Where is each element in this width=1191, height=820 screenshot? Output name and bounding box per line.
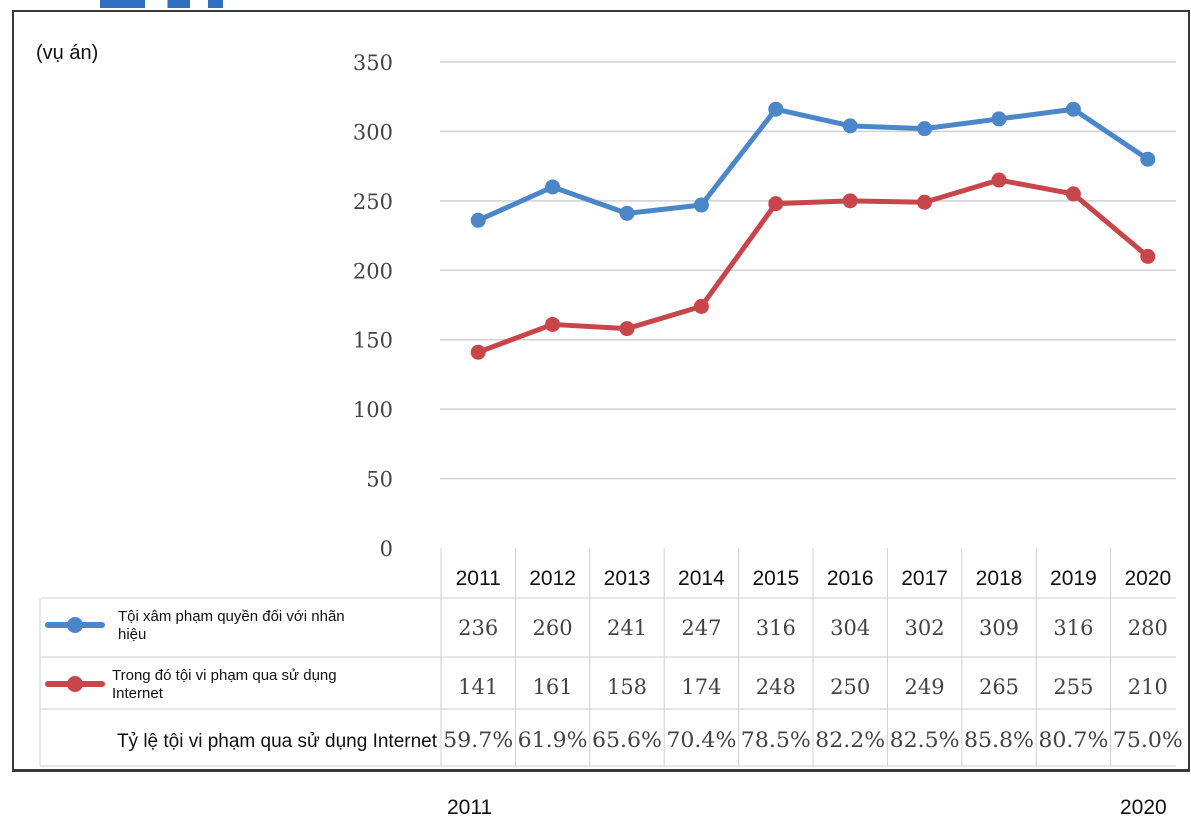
series-1-point xyxy=(842,118,858,134)
x-category-label: 2016 xyxy=(827,567,874,590)
ratio-value: 61.9% xyxy=(518,728,588,752)
series-1-value: 309 xyxy=(979,616,1019,640)
series-2-point xyxy=(1065,186,1081,202)
series-1-point xyxy=(1140,151,1156,167)
series-2-point xyxy=(1140,248,1156,264)
series-line-1 xyxy=(477,106,1150,223)
x-category-label: 2012 xyxy=(529,567,576,590)
series-line-2 xyxy=(477,177,1150,355)
legend-label-2: Trong đó tội vi phạm qua sử dụng Internet xyxy=(112,667,337,702)
series-2-point xyxy=(545,316,561,332)
series-1-value: 304 xyxy=(830,616,870,640)
series-1-value: 247 xyxy=(681,616,721,640)
ratio-row-label: Tỷ lệ tội vi phạm qua sử dụng Internet xyxy=(117,731,438,752)
series-1-value: 316 xyxy=(1053,616,1093,640)
ratio-value: 59.7% xyxy=(443,728,513,752)
y-tick-label: 200 xyxy=(353,259,393,283)
series-2-value: 161 xyxy=(533,675,573,699)
series-1-point xyxy=(693,197,709,213)
series-2-value: 158 xyxy=(607,675,647,699)
series-2-value: 141 xyxy=(458,675,498,699)
ratio-value: 85.8% xyxy=(964,728,1034,752)
series-1-point xyxy=(991,111,1007,127)
ratio-value: 78.5% xyxy=(741,728,811,752)
ratio-value: 80.7% xyxy=(1038,728,1108,752)
y-tick-label: 100 xyxy=(353,398,393,422)
ratio-value: 65.6% xyxy=(592,728,662,752)
cropped-title-fragment xyxy=(100,0,250,8)
series-2-point xyxy=(470,344,486,360)
legend-swatch-marker xyxy=(67,676,83,692)
x-category-label: 2019 xyxy=(1050,567,1097,590)
series-1-point xyxy=(1065,101,1081,117)
x-category-label: 2014 xyxy=(678,567,725,590)
series-1-value: 236 xyxy=(458,616,498,640)
legend-label-1: Tội xâm phạm quyền đối với nhãn hiệu xyxy=(118,608,345,643)
legend-swatch-marker xyxy=(67,617,83,633)
series-1-point xyxy=(545,179,561,195)
y-tick-label: 0 xyxy=(380,537,393,561)
series-2-point xyxy=(693,298,709,314)
y-unit-label: (vụ án) xyxy=(36,42,99,64)
series-2-point xyxy=(917,194,933,210)
series-2-value: 248 xyxy=(756,675,796,699)
series-1-point xyxy=(470,212,486,228)
series-2-value: 174 xyxy=(681,675,721,699)
series-2-point xyxy=(619,321,635,337)
x-category-label: 2015 xyxy=(752,567,799,590)
series-1-value: 241 xyxy=(607,616,647,640)
series-2-point xyxy=(842,193,858,209)
series-1-point xyxy=(619,205,635,221)
series-2-value: 249 xyxy=(905,675,945,699)
series-2-value: 210 xyxy=(1128,675,1168,699)
series-1-value: 316 xyxy=(756,616,796,640)
series-1-value: 302 xyxy=(905,616,945,640)
chart-frame xyxy=(12,10,1190,772)
series-1-point xyxy=(917,121,933,137)
x-category-label: 2011 xyxy=(456,567,501,590)
ratio-value: 70.4% xyxy=(666,728,736,752)
ratio-value: 82.5% xyxy=(890,728,960,752)
top-edge xyxy=(0,0,1191,10)
y-tick-label: 250 xyxy=(353,190,393,214)
y-tick-label: 350 xyxy=(353,51,393,75)
y-tick-label: 300 xyxy=(353,120,393,144)
y-tick-label: 150 xyxy=(353,329,393,353)
series-2-value: 250 xyxy=(830,675,870,699)
ratio-value: 75.0% xyxy=(1113,728,1183,752)
series-2-point xyxy=(991,172,1007,188)
x-category-label: 2017 xyxy=(901,567,948,590)
x-category-label: 2013 xyxy=(604,567,651,590)
series-2-value: 265 xyxy=(979,675,1019,699)
series-1-value: 280 xyxy=(1128,616,1168,640)
series-1-value: 260 xyxy=(533,616,573,640)
below-label-start: 2011 xyxy=(447,796,493,819)
series-2-point xyxy=(768,196,784,212)
below-label-end: 2020 xyxy=(1120,796,1167,819)
x-category-label: 2020 xyxy=(1124,567,1171,590)
x-category-label: 2018 xyxy=(976,567,1023,590)
series-2-value: 255 xyxy=(1053,675,1093,699)
y-tick-label: 50 xyxy=(366,468,393,492)
ratio-value: 82.2% xyxy=(815,728,885,752)
series-1-point xyxy=(768,101,784,117)
